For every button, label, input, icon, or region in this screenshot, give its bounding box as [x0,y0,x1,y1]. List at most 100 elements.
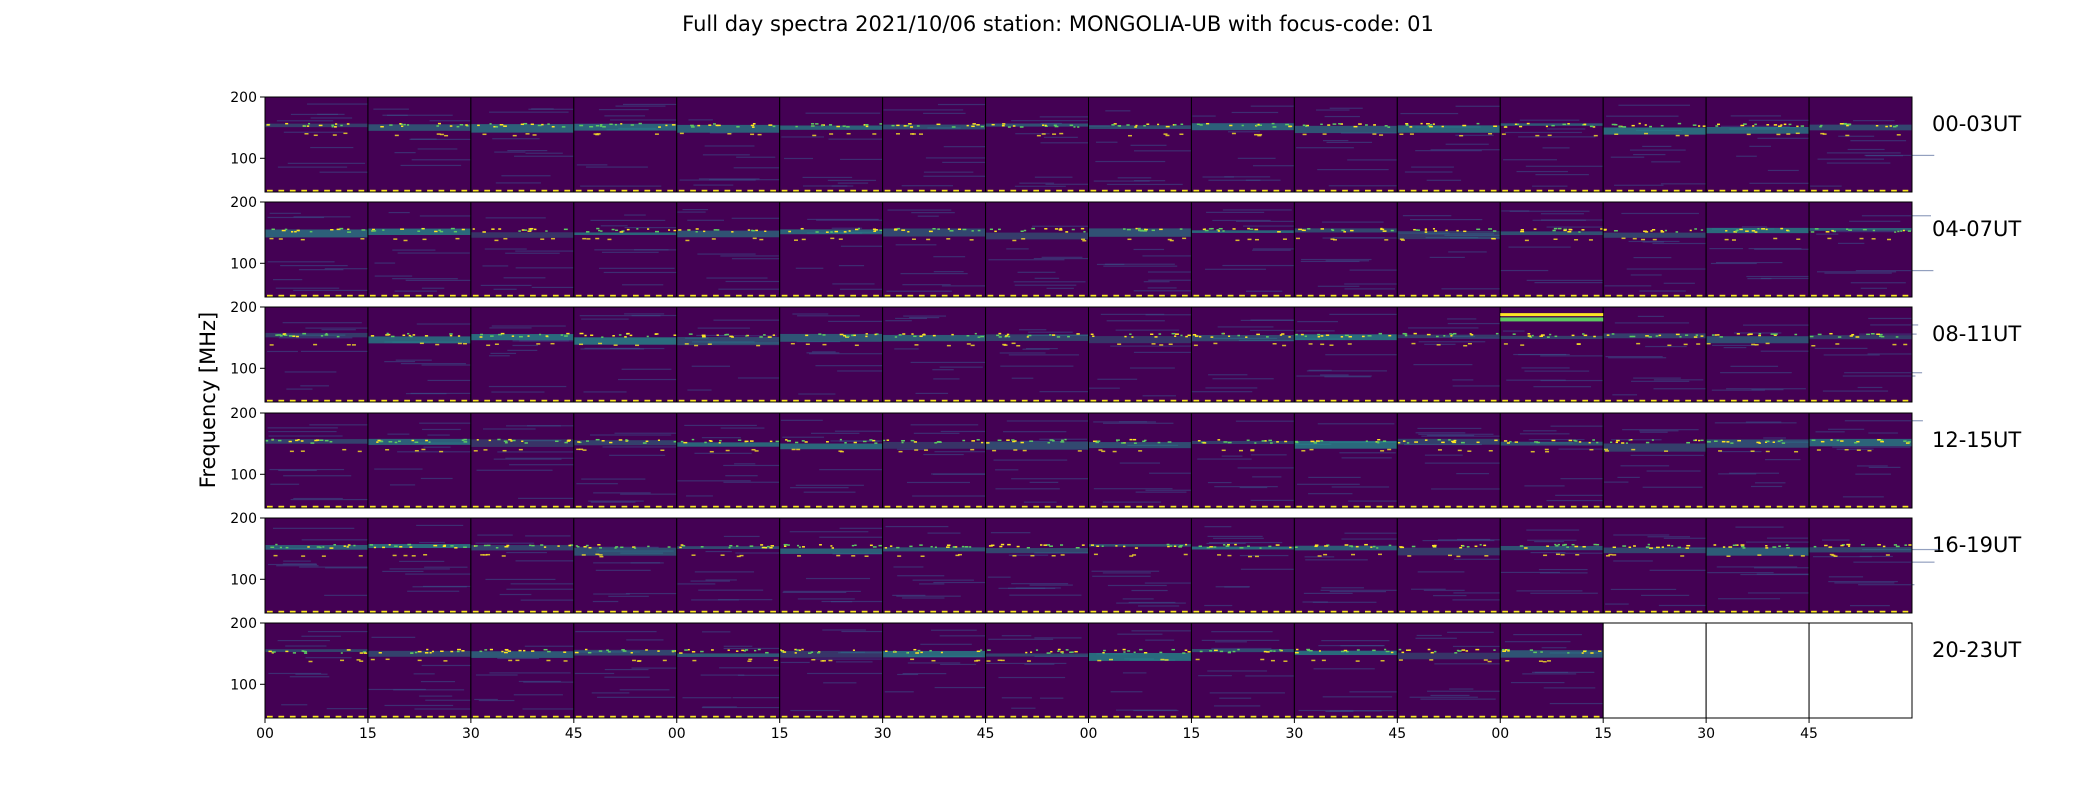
rfi-dot [920,651,923,654]
calibration-dash [850,399,857,403]
rfi-dot [1118,125,1121,127]
rfi-dot [1700,229,1704,231]
rfi-dot [435,343,440,346]
rfi-dot [601,440,605,442]
noise-streak [424,566,468,568]
rfi-dot [854,344,859,347]
rfi-dot [883,439,886,442]
calibration-dash [1033,294,1040,298]
calibration-dash [987,715,994,719]
calibration-dash [587,399,593,403]
noise-streak [416,323,490,325]
calibration-dash [758,399,765,403]
calibration-dash [953,399,959,403]
rfi-dot [1780,124,1783,126]
calibration-dash [404,399,410,403]
rfi-dot [1012,125,1016,127]
calibration-dash [861,399,868,403]
rfi-dot [1677,546,1681,549]
rfi-dot [440,650,444,653]
rfi-dot [1129,333,1132,335]
calibration-dash [1513,610,1520,614]
calibration-dash [758,505,765,509]
calibration-dash [1525,189,1531,193]
rfi-dot [433,544,438,547]
rfi-dot [768,124,773,126]
calibration-dash [267,189,273,193]
calibration-dash [1467,715,1474,719]
calibration-dash [1456,399,1463,403]
noise-streak [1605,356,1663,358]
rfi-dot [599,125,603,127]
rfi-dot [770,545,775,547]
noise-streak [1824,272,1892,274]
rfi-dot [612,335,615,337]
rfi-dot [1373,124,1376,126]
rfi-dot [971,440,976,442]
rfi-dot [508,438,512,441]
rfi-dot [1774,333,1778,335]
rfi-dot [843,231,847,233]
rfi-dot [769,440,773,443]
calibration-dash [896,715,902,719]
rfi-dot [456,650,460,653]
rfi-dot [273,554,278,557]
calibration-dash [541,715,548,719]
rfi-dot [450,545,454,547]
calibration-dash [1136,610,1142,614]
rfi-dot [748,658,753,661]
rfi-dot [1332,239,1337,241]
noise-streak [1317,168,1389,171]
noise-streak [417,148,458,150]
noise-streak [1736,155,1757,157]
rfi-dot [1217,439,1221,441]
calibration-dash [827,505,834,509]
rfi-dot [407,543,412,546]
rfi-dot [376,441,379,443]
rfi-dot [1035,649,1039,651]
noise-streak [805,577,871,580]
rfi-dot [851,544,855,547]
noise-streak [267,216,325,219]
calibration-dash [976,505,982,509]
rfi-dot [1830,439,1833,441]
rfi-dot [1208,228,1212,230]
rfi-dot [690,124,694,127]
y-tick-label: 200 [230,90,257,106]
calibration-dash [1101,715,1108,719]
y-axis-label: Frequency [MHz] [196,312,220,488]
rfi-dot [985,442,990,444]
calibration-dash [1868,505,1874,509]
rfi-dot [346,649,351,651]
noise-streak [942,161,1003,163]
noise-streak [1250,105,1308,107]
rfi-dot [1502,650,1506,652]
emission-band [265,332,368,338]
spectrum-panel [1396,201,1521,298]
calibration-dash [1193,294,1200,298]
rfi-dot [1706,342,1711,345]
calibration-dash [827,715,834,719]
calibration-dash [781,399,788,403]
calibration-dash [1582,294,1589,298]
noise-streak [309,424,376,426]
calibration-dash [347,399,353,403]
rfi-dot [1780,227,1784,230]
calibration-dash [450,715,456,719]
rfi-dot [541,123,544,126]
spectrum-panel [985,306,1098,403]
panel-background [882,97,986,192]
rfi-dot [1012,440,1016,443]
calibration-dash [1353,399,1360,403]
calibration-dash [1776,610,1783,614]
calibration-dash [701,189,708,193]
rfi-dot [568,544,572,547]
rfi-dot [893,650,896,653]
panel-background [470,413,574,508]
noise-streak [839,527,913,529]
rfi-dot [1132,554,1137,556]
rfi-dot [1121,442,1125,444]
rfi-dot [566,440,571,442]
calibration-dash [907,189,914,193]
spectrum-panel [1293,201,1426,298]
